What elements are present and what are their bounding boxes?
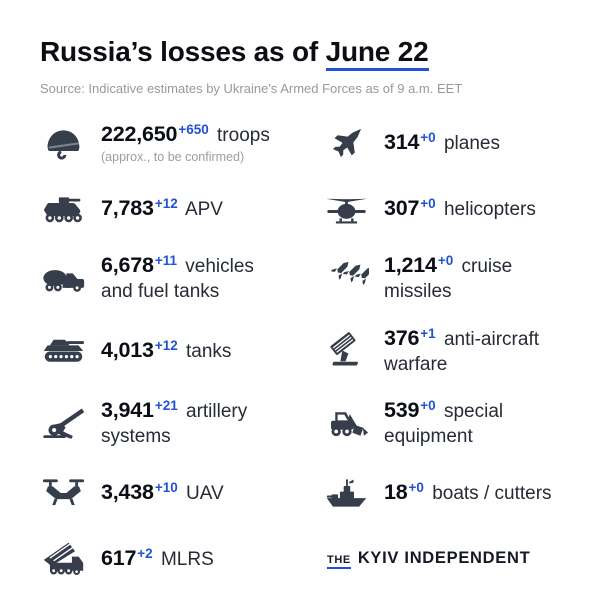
stat-label: troops bbox=[217, 125, 270, 147]
stat-label: vehicles and fuel tanks bbox=[101, 256, 254, 302]
stat-label: APV bbox=[184, 199, 223, 221]
stat-value: 314 bbox=[384, 130, 420, 155]
stat-row-vehicles: 6,678+11 vehicles and fuel tanks bbox=[40, 252, 323, 305]
stat-label: special equipment bbox=[384, 401, 504, 448]
stat-delta: +10 bbox=[154, 479, 178, 495]
stat-row-anti-aircraft: 376+1 anti-aircraft warfare bbox=[323, 325, 576, 378]
stat-delta: +0 bbox=[408, 479, 424, 495]
stat-value: 3,941 bbox=[101, 398, 154, 423]
stat-label: planes bbox=[443, 133, 500, 155]
drone-icon bbox=[40, 470, 86, 516]
stat-delta: +0 bbox=[437, 253, 454, 268]
kyiv-independent-logo: THE KYIV INDEPENDENT bbox=[323, 549, 576, 569]
stat-delta: +0 bbox=[420, 196, 436, 212]
logo-name: KYIV INDEPENDENT bbox=[357, 548, 531, 567]
stat-value: 7,783 bbox=[101, 196, 154, 221]
stat-label: tanks bbox=[186, 340, 232, 362]
stat-value: 1,214 bbox=[384, 253, 437, 277]
stat-delta: +21 bbox=[154, 398, 178, 414]
stat-row-uav: 3,438+10 UAV bbox=[40, 470, 323, 516]
stat-delta: +11 bbox=[154, 253, 177, 268]
stat-label: helicopters bbox=[443, 199, 536, 221]
stat-delta: +2 bbox=[137, 545, 153, 561]
stat-delta: +650 bbox=[178, 122, 209, 138]
stat-row-special-equipment: 539+0 special equipment bbox=[323, 397, 576, 450]
stat-delta: +0 bbox=[420, 130, 436, 146]
stat-row-cruise-missiles: 1,214+0 cruise missiles bbox=[323, 252, 576, 305]
source-line: Source: Indicative estimates by Ukraine'… bbox=[40, 81, 463, 96]
helmet-icon bbox=[40, 120, 86, 166]
stat-value: 617 bbox=[101, 545, 137, 570]
stat-label: MLRS bbox=[160, 548, 214, 570]
stat-value: 4,013 bbox=[101, 337, 154, 362]
stat-value: 6,678 bbox=[101, 253, 154, 277]
stat-value: 18 bbox=[384, 479, 408, 504]
stat-row-tanks: 4,013+12 tanks bbox=[40, 328, 323, 374]
mlrs-icon bbox=[40, 536, 86, 582]
stat-value: 307 bbox=[384, 196, 420, 221]
stat-row-helicopters: 307+0 helicopters bbox=[323, 186, 576, 232]
stat-delta: +12 bbox=[154, 337, 178, 353]
jet-icon bbox=[323, 120, 369, 166]
page-title: Russia’s losses as of June 22 bbox=[40, 36, 576, 71]
stat-value: 3,438 bbox=[101, 479, 154, 504]
artillery-icon bbox=[40, 401, 86, 447]
stat-label: cruise missiles bbox=[384, 256, 513, 302]
stat-label: boats / cutters bbox=[432, 482, 552, 504]
stat-row-artillery: 3,941+21 artillery systems bbox=[40, 397, 323, 450]
loader-icon bbox=[323, 401, 369, 447]
stat-label: anti-aircraft warfare bbox=[384, 328, 539, 375]
stat-row-troops: 222,650+650 troops (approx., to be confi… bbox=[40, 120, 323, 166]
stat-value: 539 bbox=[384, 398, 420, 423]
stat-row-boats: 18+0 boats / cutters bbox=[323, 470, 576, 516]
helicopter-icon bbox=[323, 186, 369, 232]
anti-aircraft-icon bbox=[323, 328, 369, 374]
stat-row-mlrs: 617+2 MLRS bbox=[40, 536, 323, 582]
stat-value: 376 bbox=[384, 325, 420, 350]
stat-label: artillery systems bbox=[101, 401, 248, 448]
missiles-icon bbox=[323, 255, 369, 301]
stat-delta: +0 bbox=[420, 398, 436, 414]
stat-note: (approx., to be confirmed) bbox=[101, 149, 245, 164]
stat-delta: +12 bbox=[154, 196, 178, 212]
stat-value: 222,650 bbox=[101, 122, 178, 147]
title-date-underlined: June 22 bbox=[325, 36, 429, 71]
ship-icon bbox=[323, 470, 369, 516]
stat-row-apv: 7,783+12 APV bbox=[40, 186, 323, 232]
title-text: Russia’s losses as of bbox=[40, 36, 319, 67]
apc-icon bbox=[40, 186, 86, 232]
fuel-truck-icon bbox=[40, 255, 86, 301]
tank-icon bbox=[40, 328, 86, 374]
stat-label: UAV bbox=[186, 482, 224, 504]
stat-row-planes: 314+0 planes bbox=[323, 120, 576, 166]
stat-delta: +1 bbox=[420, 325, 436, 341]
stats-grid: 222,650+650 troops (approx., to be confi… bbox=[40, 120, 576, 582]
logo-the: THE bbox=[327, 554, 351, 569]
